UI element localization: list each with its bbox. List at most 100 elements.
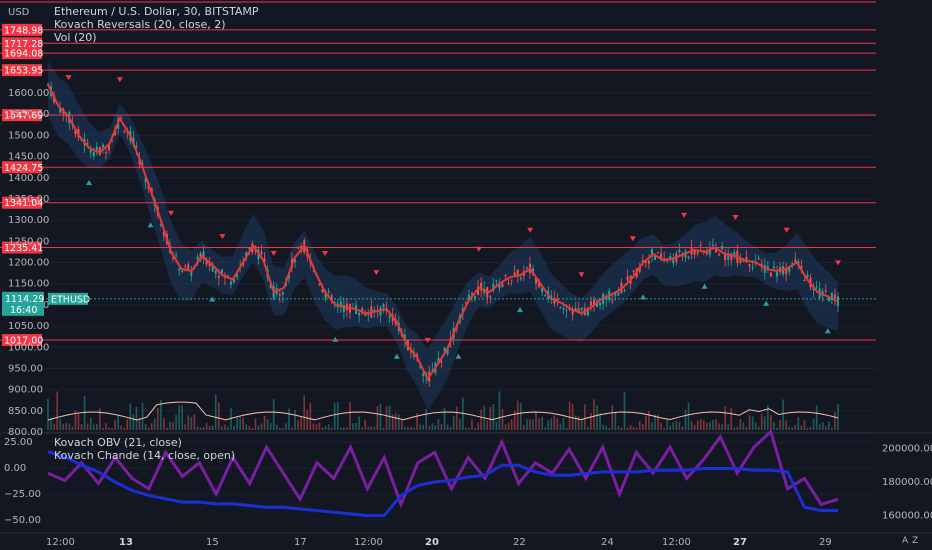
sell-signal-icon [373,270,380,276]
osc-left-tick: −25.00 [4,489,41,500]
volume-bar [730,407,733,430]
volume-bar [663,427,665,430]
price-tick-label: 800.00 [8,427,43,438]
volume-bar [71,426,74,430]
volume-bar [367,426,370,430]
candle-body [504,274,507,277]
volume-bar [105,423,107,430]
candle-body [138,159,141,165]
volume-bar [818,424,821,430]
candle-body [187,264,190,269]
osc-left-tick: −50.00 [4,515,41,526]
volume-bar [513,410,516,430]
current-price-countdown: 16:40 [10,305,37,316]
buy-signal-icon [455,353,462,359]
osc-left-tick: 25.00 [4,437,33,448]
volume-bar [751,416,754,430]
candle-body [580,307,583,310]
time-tick-label: 29 [819,537,832,548]
candle-body [382,304,385,308]
volume-bar [693,424,696,430]
volume-bar [831,427,833,430]
volume-bar [687,402,690,430]
volume-bar [785,420,787,430]
volume-bar [385,406,388,430]
volume-bar [712,419,714,430]
volume-bar [178,405,180,430]
volume-bar [263,415,266,430]
candle-body [403,334,406,341]
zoom-button[interactable]: Z [912,536,919,546]
candle-body [226,274,229,276]
volume-bar [394,412,397,430]
candle-body [217,275,220,278]
volume-bar [754,422,757,430]
candle-body [510,279,513,281]
candle-body [321,289,324,293]
legend-chande[interactable]: Kovach Chande (14, close, open) [54,449,236,462]
sell-signal-icon [835,260,841,266]
sell-signal-icon [475,246,482,252]
candle-body [708,248,711,255]
volume-bar [510,419,513,430]
candle-body [184,265,187,268]
candle-body [446,346,449,355]
candle-body [318,283,321,285]
buy-signal-icon [86,179,93,185]
level-label: 1424.75 [4,163,43,174]
volume-bar [501,409,504,430]
volume-bar [742,422,745,430]
volume-bar [86,423,89,430]
volume-bar [806,427,809,430]
volume-bar [770,415,772,430]
volume-bar [458,419,461,430]
candle-body [501,283,504,288]
volume-bar [535,411,537,430]
volume-bar [721,424,723,430]
oscillator-pane: 25.00 0.00 −25.00 −50.00 200000.00 180000.00 1… [4,428,932,526]
legend-reversals[interactable]: Kovach Reversals (20, close, 2) [54,18,226,31]
volume-bar [553,415,556,430]
volume-bar [309,403,312,430]
price-tick-label: 850.00 [8,406,43,417]
volume-bar [193,414,196,430]
time-axis[interactable]: 12:00 13 15 17 12:00 20 22 24 12:00 27 29 [0,532,932,548]
volume-bar [333,403,336,430]
volume-bar [330,427,333,430]
time-tick-label: 17 [294,537,307,548]
legend-obv[interactable]: Kovach OBV (21, close) [54,436,182,449]
candle-body [611,300,614,302]
candle-body [230,281,233,285]
candle-body [416,354,419,358]
volume-bar [828,421,830,430]
time-tick-label: 12:00 [46,537,75,548]
sell-signal-icon [629,236,636,242]
volume-bar [373,426,376,430]
candle-body [724,252,727,260]
volume-bar [272,398,275,430]
candle-body [47,83,49,85]
legend-symbol-title[interactable]: Ethereum / U.S. Dollar, 30, BITSTAMP [54,5,259,18]
candle-body [263,258,266,262]
current-price-badge [2,291,44,316]
sell-signal-icon [322,251,329,257]
candle-body [626,276,629,280]
candle-body [678,249,681,252]
legend-volume[interactable]: Vol (20) [54,31,97,44]
volume-bar [782,399,784,430]
volume-bar [352,423,354,430]
auto-scale-button[interactable]: A [902,536,909,546]
candle-body [440,361,443,363]
volume-bar [257,425,260,430]
volume-bar [468,427,470,430]
volume-bar [516,400,519,430]
volume-bar [190,416,193,430]
volume-bar [776,427,778,430]
volume-bar [507,422,510,430]
volume-bar [324,426,327,430]
volume-bar [434,425,437,430]
candle-body [202,251,205,260]
candle-body [111,140,114,142]
